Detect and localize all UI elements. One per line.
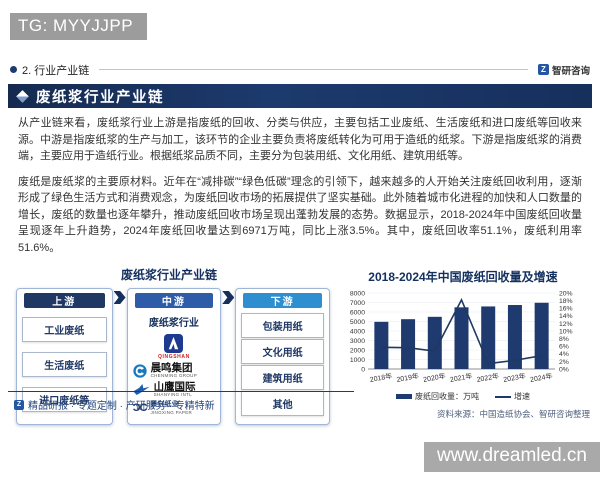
svg-text:10%: 10% [559, 328, 573, 335]
svg-text:8%: 8% [559, 336, 569, 343]
company-shanying: 山鹰国际 SHANYING INTL [132, 380, 216, 397]
page-title: 废纸浆行业产业链 [36, 89, 164, 106]
zhiyan-logo: Z 智研咨询 [537, 63, 590, 77]
zhiyan-logo-text: 智研咨询 [551, 65, 590, 77]
chart-title: 2018-2024年中国废纸回收量及增速 [368, 270, 558, 284]
downstream-panel: 下游 包装用纸 文化用纸 建筑用纸 其他 [235, 288, 330, 425]
footer-divider [8, 391, 354, 392]
line-swatch-icon [495, 395, 511, 398]
header-divider [99, 69, 528, 70]
svg-text:2022年: 2022年 [476, 371, 500, 384]
diagram-title: 废纸浆行业产业链 [120, 268, 217, 282]
svg-text:1000: 1000 [350, 357, 365, 364]
paragraph-2: 废纸是废纸浆的主要原材料。近年在“减排碳”“绿色低碳”理念的引领下，越来越多的人… [18, 175, 582, 254]
source-note: 资料来源：中国造纸协会、智研咨询整理 [436, 409, 590, 419]
industry-chain-diagram: 废纸浆行业产业链 上游 工业废纸 生活废纸 进口废纸等 中游 废纸浆行业 [8, 265, 330, 425]
svg-text:0: 0 [361, 366, 365, 373]
svg-text:2021年: 2021年 [449, 371, 473, 384]
company-cn-name: 山鹰国际 [153, 380, 196, 393]
svg-text:0%: 0% [559, 366, 569, 373]
downstream-item: 包装用纸 [241, 312, 324, 338]
company-qingshan: QINGSHAN [133, 334, 216, 360]
company-en-name: SHANYING INTL [153, 391, 192, 397]
company-en-name: QINGSHAN [158, 354, 190, 361]
svg-text:12%: 12% [559, 321, 573, 328]
company-chenming: 晨鸣集团 CHENMING GROUP [132, 362, 216, 379]
svg-text:4000: 4000 [350, 328, 365, 335]
body-text: 从产业链来看，废纸浆行业上游是指废纸的回收、分类与供应，主要包括工业废纸、生活废… [8, 108, 592, 256]
upstream-header: 上游 [24, 293, 105, 308]
svg-text:2019年: 2019年 [396, 371, 420, 384]
company-en-name: CHENMING GROUP [150, 373, 198, 379]
svg-text:6000: 6000 [350, 309, 365, 316]
svg-text:8000: 8000 [350, 290, 365, 297]
svg-text:2018年: 2018年 [369, 371, 393, 384]
shanying-bird-icon [132, 383, 150, 395]
downstream-item: 文化用纸 [241, 338, 324, 364]
downstream-header: 下游 [243, 293, 322, 308]
section-bullet-icon [10, 66, 17, 73]
midstream-subtitle: 废纸浆行业 [148, 317, 199, 329]
downstream-item: 其他 [241, 391, 324, 417]
upstream-item: 生活废纸 [22, 352, 107, 377]
footer: Z 精品研报 · 专题定制 · 产研服务 · 专精特新 [14, 397, 215, 412]
svg-text:2023年: 2023年 [503, 371, 527, 384]
legend-bars: 废纸回收量：万吨 [396, 391, 479, 402]
svg-text:7000: 7000 [350, 300, 365, 307]
section-title: 2. 行业产业链 [22, 64, 90, 77]
svg-text:3000: 3000 [350, 338, 365, 345]
svg-text:2000: 2000 [350, 347, 365, 354]
svg-text:16%: 16% [559, 306, 573, 313]
company-jingxing: ƆC 景兴纸业 JINGXING PAPER [133, 400, 216, 415]
legend-line: 增速 [495, 391, 530, 402]
midstream-header: 中游 [134, 293, 214, 308]
tg-badge: TG: MYYJJPP [10, 13, 148, 40]
company-cn-name: 晨鸣集团 [150, 362, 193, 375]
watermark-badge: www.dreamled.cn [424, 442, 600, 472]
svg-text:18%: 18% [559, 298, 573, 305]
report-slide: 2. 行业产业链 Z 智研咨询 废纸浆行业产业链 从产业链来看，废纸浆行业上游是… [8, 62, 592, 425]
section-header: 2. 行业产业链 Z 智研咨询 [10, 62, 590, 77]
zhiyan-footer-logo-icon: Z [14, 399, 24, 410]
chevron-right-icon [222, 291, 235, 304]
jingxing-logo-icon: ƆC [132, 401, 148, 414]
chart-legend: 废纸回收量：万吨 增速 [334, 391, 592, 402]
svg-text:5000: 5000 [350, 319, 365, 326]
zhiyan-logo-icon: Z [537, 64, 549, 75]
svg-text:2%: 2% [559, 359, 569, 366]
qingshan-logo-icon [164, 334, 184, 354]
chenming-logo-icon [132, 364, 147, 378]
company-cn-name: 景兴纸业 [150, 401, 179, 409]
company-en-name: JINGXING PAPER [150, 410, 193, 416]
chevron-right-icon [113, 291, 126, 304]
svg-text:2024年: 2024年 [529, 371, 553, 384]
svg-text:2020年: 2020年 [422, 371, 446, 384]
legend-bar-label: 废纸回收量：万吨 [415, 392, 479, 401]
downstream-item: 建筑用纸 [241, 365, 324, 391]
diamond-icon [16, 89, 29, 103]
svg-text:14%: 14% [559, 313, 573, 320]
upstream-item: 工业废纸 [22, 317, 107, 342]
recycling-chart: 2018-2024年中国废纸回收量及增速 0 1000 2000 3000 4000 50… [330, 265, 592, 425]
bar-swatch-icon [396, 394, 412, 399]
svg-text:20%: 20% [559, 290, 573, 297]
footer-tagline: 精品研报 · 专题定制 · 产研服务 · 专精特新 [28, 401, 215, 412]
midstream-panel: 中游 废纸浆行业 QINGSHAN [126, 288, 222, 425]
title-banner: 废纸浆行业产业链 [8, 84, 592, 108]
svg-text:6%: 6% [559, 344, 569, 351]
legend-line-label: 增速 [514, 392, 530, 401]
paragraph-1: 从产业链来看，废纸浆行业上游是指废纸的回收、分类与供应，主要包括工业废纸、生活废… [18, 117, 582, 162]
svg-text:4%: 4% [559, 351, 569, 358]
chart-plot: 0 1000 2000 3000 4000 5000 6000 7000 8000 0%2%4%6… [350, 290, 573, 384]
